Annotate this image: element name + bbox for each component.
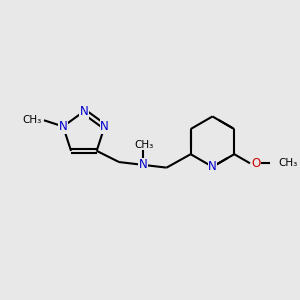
Text: CH₃: CH₃ bbox=[278, 158, 297, 168]
Text: N: N bbox=[59, 120, 68, 133]
Text: N: N bbox=[100, 120, 109, 133]
Text: N: N bbox=[80, 105, 88, 118]
Text: CH₃: CH₃ bbox=[135, 140, 154, 150]
Text: N: N bbox=[138, 158, 147, 171]
Text: N: N bbox=[208, 160, 217, 173]
Text: O: O bbox=[251, 157, 261, 170]
Text: CH₃: CH₃ bbox=[22, 115, 42, 125]
